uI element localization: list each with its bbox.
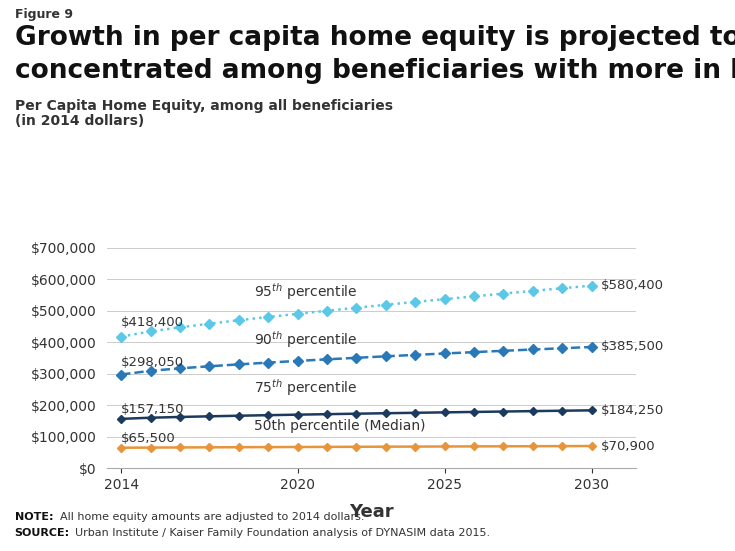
Text: concentrated among beneficiaries with more in home equity: concentrated among beneficiaries with mo…	[15, 58, 735, 84]
Text: $385,500: $385,500	[600, 341, 664, 354]
Text: Per Capita Home Equity, among all beneficiaries: Per Capita Home Equity, among all benefi…	[15, 99, 392, 113]
Text: THE HENRY J.: THE HENRY J.	[639, 501, 684, 507]
Text: $157,150: $157,150	[121, 403, 184, 415]
Text: $65,500: $65,500	[121, 432, 176, 445]
Text: FOUNDATION: FOUNDATION	[639, 534, 684, 540]
Text: 90$^{th}$ percentile: 90$^{th}$ percentile	[254, 329, 357, 350]
Text: $184,250: $184,250	[600, 404, 664, 417]
Text: $298,050: $298,050	[121, 356, 184, 369]
Text: NOTE:: NOTE:	[15, 512, 53, 522]
Text: $70,900: $70,900	[600, 440, 655, 452]
Text: Growth in per capita home equity is projected to be: Growth in per capita home equity is proj…	[15, 25, 735, 51]
Text: 50th percentile (Median): 50th percentile (Median)	[254, 419, 425, 433]
Text: FAMILY: FAMILY	[637, 520, 686, 533]
Text: 95$^{th}$ percentile: 95$^{th}$ percentile	[254, 282, 357, 302]
Text: KAISER: KAISER	[636, 509, 687, 522]
Text: All home equity amounts are adjusted to 2014 dollars.: All home equity amounts are adjusted to …	[53, 512, 365, 522]
Text: $418,400: $418,400	[121, 316, 184, 329]
Text: SOURCE:: SOURCE:	[15, 528, 70, 538]
Text: Figure 9: Figure 9	[15, 8, 73, 21]
Text: $580,400: $580,400	[600, 279, 664, 292]
Text: (in 2014 dollars): (in 2014 dollars)	[15, 114, 144, 128]
Text: Urban Institute / Kaiser Family Foundation analysis of DYNASIM data 2015.: Urban Institute / Kaiser Family Foundati…	[68, 528, 490, 538]
Text: 75$^{th}$ percentile: 75$^{th}$ percentile	[254, 377, 357, 398]
X-axis label: Year: Year	[349, 503, 393, 521]
